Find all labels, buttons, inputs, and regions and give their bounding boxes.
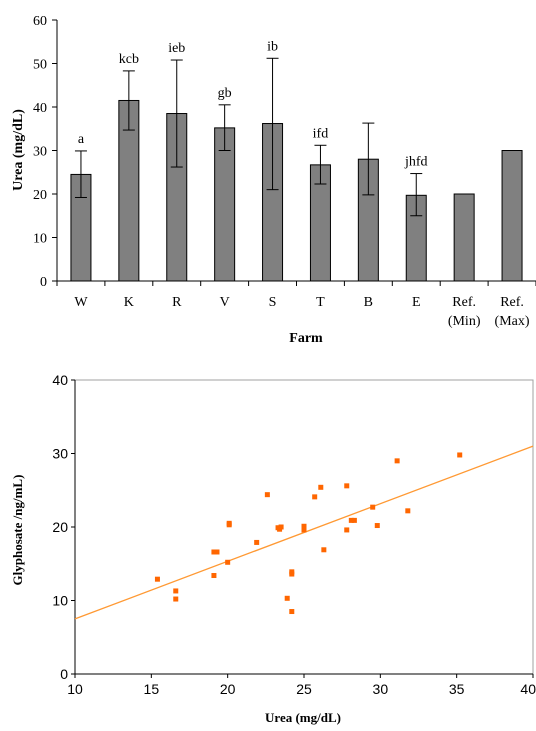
bar-chart-x-tick-label: (Min) xyxy=(448,314,481,329)
bar-significance-label: ieb xyxy=(168,41,185,56)
scatter-point xyxy=(457,452,463,458)
bar xyxy=(501,150,523,282)
scatter-point xyxy=(312,494,318,500)
scatter-x-tick-label: 25 xyxy=(296,681,312,697)
bar-significance-label: kcb xyxy=(119,52,139,67)
scatter-y-tick-label: 0 xyxy=(60,666,68,682)
scatter-point xyxy=(318,484,324,490)
scatter-point xyxy=(321,547,327,553)
bar-chart-x-tick-label: T xyxy=(316,295,325,310)
bar xyxy=(453,193,475,282)
bar-chart-y-tick-label: 40 xyxy=(33,101,47,116)
bar-chart-x-tick-label: R xyxy=(172,295,182,310)
scatter-point xyxy=(214,549,220,555)
scatter-point xyxy=(405,508,411,514)
scatter-point xyxy=(284,595,290,601)
scatter-x-tick-label: 10 xyxy=(67,681,83,697)
bar-chart-x-tick-label: Ref. xyxy=(500,295,524,310)
scatter-point xyxy=(264,492,270,498)
bar-chart-y-tick-label: 30 xyxy=(33,145,47,160)
scatter-point xyxy=(344,483,350,489)
bar-chart-x-axis-label: Farm xyxy=(289,331,323,346)
bar-chart-y-axis-label: Urea (mg/dL) xyxy=(11,109,26,191)
scatter-y-tick-label: 40 xyxy=(52,372,68,388)
bar-significance-label: ib xyxy=(267,39,278,54)
scatter-point xyxy=(254,539,260,545)
bar-chart-y-tick-label: 0 xyxy=(40,275,47,290)
scatter-point xyxy=(289,569,295,575)
scatter-point xyxy=(348,517,354,523)
scatter-chart: Glyphosate /ng/mL) Urea (mg/dL) 01020304… xyxy=(10,372,536,725)
scatter-point xyxy=(154,576,160,582)
scatter-point xyxy=(225,559,231,565)
scatter-point xyxy=(226,522,232,528)
bar-chart-x-tick-label: Ref. xyxy=(452,295,476,310)
scatter-point xyxy=(301,523,307,529)
bar-significance-label: ifd xyxy=(313,126,329,141)
bar-significance-label: jhfd xyxy=(404,155,428,170)
bar-chart-x-tick-label: V xyxy=(220,295,230,310)
bar-chart-y-tick-label: 20 xyxy=(33,188,47,203)
bar-chart-y-tick-label: 10 xyxy=(33,232,47,247)
scatter-point xyxy=(173,588,179,594)
scatter-x-tick-label: 40 xyxy=(520,681,536,697)
bar-chart-x-tick-label: E xyxy=(412,295,421,310)
trendline xyxy=(74,445,534,620)
scatter-point xyxy=(370,504,376,510)
bar-chart-x-tick-label: W xyxy=(74,295,88,310)
bar-chart-x-tick-label: B xyxy=(364,295,373,310)
scatter-y-tick-label: 20 xyxy=(52,519,68,535)
bar-significance-label: a xyxy=(78,132,85,147)
scatter-x-tick-label: 30 xyxy=(373,681,389,697)
scatter-point xyxy=(173,596,179,602)
bar-chart-x-tick-label: K xyxy=(124,295,134,310)
scatter-y-tick-label: 10 xyxy=(52,593,68,609)
scatter-x-axis-label: Urea (mg/dL) xyxy=(265,710,341,725)
scatter-y-tick-label: 30 xyxy=(52,446,68,462)
scatter-point xyxy=(211,573,217,579)
scatter-x-tick-label: 20 xyxy=(220,681,236,697)
scatter-point xyxy=(394,458,400,464)
bar-chart-y-tick-label: 50 xyxy=(33,58,47,73)
bar-chart-x-tick-label: (Max) xyxy=(495,314,530,329)
bar-significance-label: gb xyxy=(218,86,232,101)
bar-chart-y-tick-label: 60 xyxy=(33,14,47,29)
scatter-point xyxy=(374,523,380,529)
bar-chart-x-tick-label: S xyxy=(269,295,277,310)
scatter-x-tick-label: 15 xyxy=(144,681,160,697)
scatter-x-tick-label: 35 xyxy=(449,681,465,697)
scatter-point xyxy=(277,526,283,532)
scatter-point xyxy=(289,609,295,615)
scatter-point xyxy=(301,527,307,533)
scatter-y-axis-label: Glyphosate /ng/mL) xyxy=(10,475,25,586)
scatter-point xyxy=(351,517,357,523)
scatter-point xyxy=(344,527,350,533)
scatter-point xyxy=(211,549,217,555)
